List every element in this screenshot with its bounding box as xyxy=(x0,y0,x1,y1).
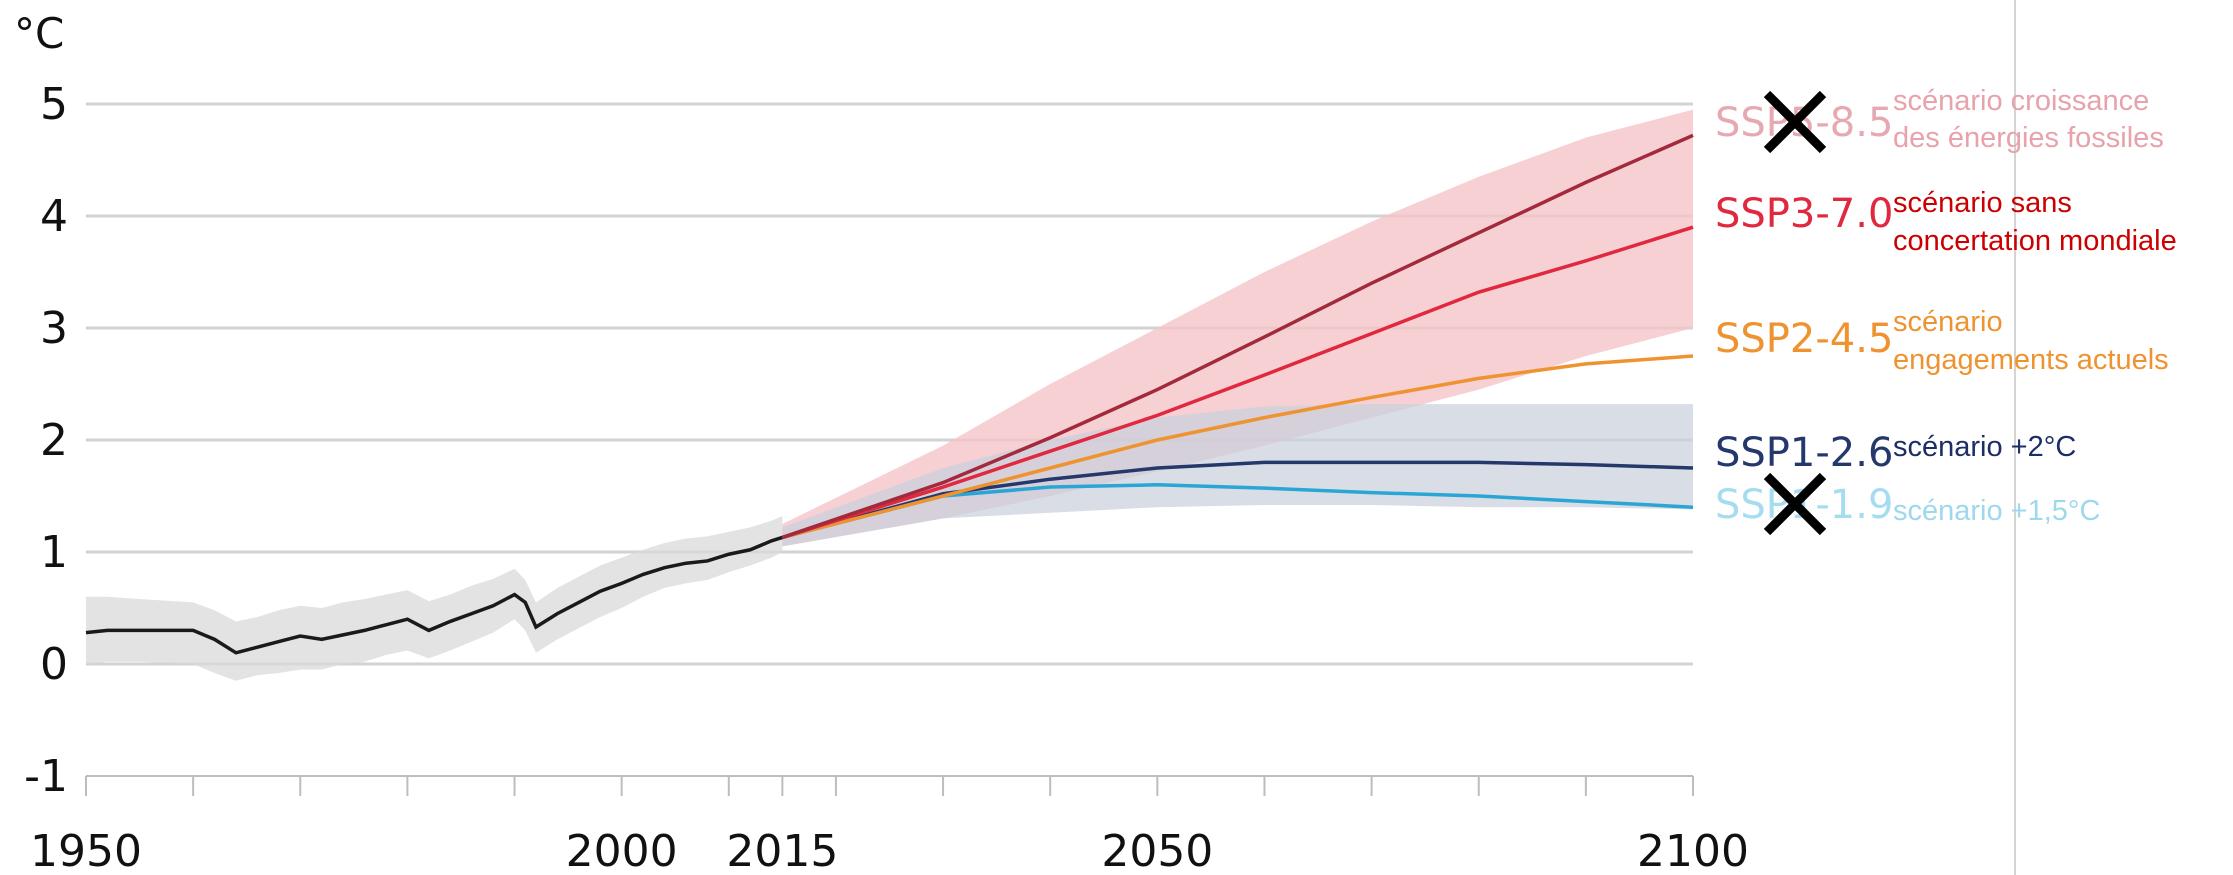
uncertainty-bands xyxy=(86,109,1693,681)
ssp126-description-line-1: scénario +2°C xyxy=(1893,431,2076,463)
y-tick-label-5: 5 xyxy=(40,79,68,130)
y-tick-label-1: 1 xyxy=(40,527,68,578)
x-tick-label-2100: 2100 xyxy=(1637,826,1749,875)
x-tick-label-2015: 2015 xyxy=(726,826,838,875)
x-tick-label-2050: 2050 xyxy=(1101,826,1213,875)
band_high xyxy=(782,109,1693,547)
y-tick-label--1: -1 xyxy=(24,751,68,802)
historical-line xyxy=(85,535,783,655)
ssp585-cross-stroke-2 xyxy=(1763,90,1827,154)
ssp126-name-label: SSP1-2.6 xyxy=(1715,430,1893,476)
ssp245-description-line-2: engagements actuels xyxy=(1893,344,2169,376)
ssp370-description-line-1: scénario sans xyxy=(1893,187,2072,219)
series-lines xyxy=(85,133,1694,655)
x-axis: 1950 2000 2015 2050 2100 xyxy=(30,775,1749,875)
y-tick-label-2: 2 xyxy=(40,415,68,466)
ssp585-description-line-2: des énergies fossiles xyxy=(1893,122,2164,154)
cross-out-marks xyxy=(1763,90,1827,536)
ssp119-description-line-1: scénario +1,5°C xyxy=(1893,495,2100,527)
ssp119-cross-stroke-2 xyxy=(1763,472,1827,536)
ssp119-line xyxy=(781,483,1694,540)
ssp245-name-label: SSP2-4.5 xyxy=(1715,316,1893,362)
ssp126-line xyxy=(781,460,1694,540)
x-tick-label-2000: 2000 xyxy=(566,826,678,875)
ssp370-description-line-2: concertation mondiale xyxy=(1893,225,2177,257)
y-tick-label-3: 3 xyxy=(40,303,68,354)
ssp119-cross-mark xyxy=(1763,472,1827,536)
ssp585-line xyxy=(781,133,1694,540)
ssp370-line xyxy=(781,225,1694,540)
x-tick-label-1950: 1950 xyxy=(30,826,142,875)
ssp370-name-label: SSP3-7.0 xyxy=(1715,191,1893,237)
ssp585-cross-mark xyxy=(1763,90,1827,154)
y-tick-label-0: 0 xyxy=(40,639,68,690)
y-axis-unit-label: °C xyxy=(14,9,64,58)
gridlines xyxy=(86,102,1693,666)
band_low xyxy=(782,404,1693,547)
ssp245-line xyxy=(781,354,1694,540)
ssp245-description-line-1: scénario xyxy=(1893,306,2003,338)
y-tick-label-4: 4 xyxy=(40,191,68,242)
ssp585-description-line-1: scénario croissance xyxy=(1893,85,2149,117)
historical-band xyxy=(86,516,783,681)
y-tick-labels: -1 0 1 2 3 4 5 xyxy=(24,79,68,802)
